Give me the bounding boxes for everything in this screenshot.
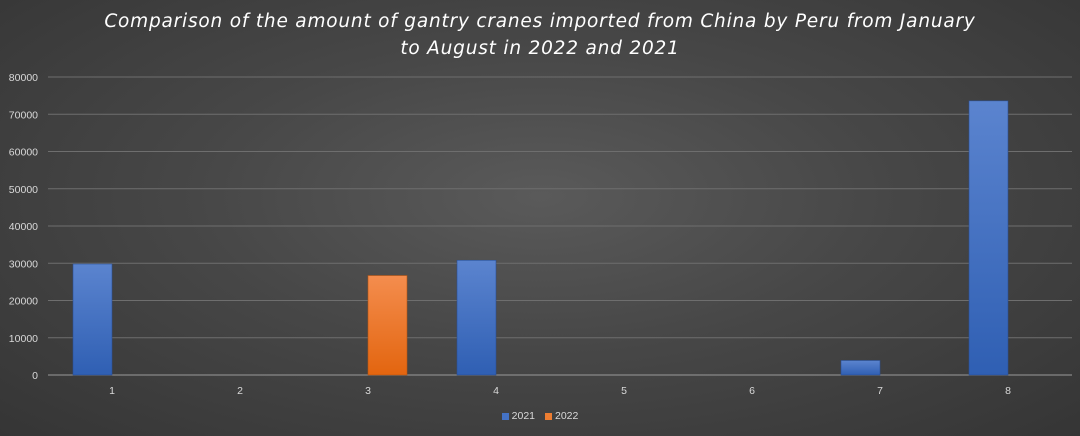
x-tick-label: 7 (877, 385, 883, 397)
legend-label-2022: 2022 (555, 410, 579, 422)
y-tick-label: 20000 (9, 296, 38, 308)
x-tick-label: 6 (749, 385, 755, 397)
y-tick-label: 80000 (9, 72, 38, 84)
legend-item-2022: 2022 (545, 410, 578, 422)
bar-2021-7 (840, 360, 881, 376)
y-tick-label: 0 (32, 370, 38, 382)
chart-title-line-2: to August in 2022 and 2021 (400, 38, 680, 59)
x-tick-label: 4 (493, 385, 499, 397)
bar-2021-8 (968, 100, 1009, 376)
legend-label-2021: 2021 (511, 410, 535, 422)
legend-swatch-2022 (545, 412, 552, 420)
x-tick-label: 5 (621, 385, 627, 397)
bar-2021-4 (456, 259, 497, 376)
x-tick-label: 3 (365, 385, 371, 397)
bars (72, 100, 1009, 376)
y-axis-ticks: 0 10000 20000 30000 40000 50000 60000 70000 8000… (9, 72, 38, 382)
x-tick-label: 1 (109, 385, 115, 397)
y-tick-label: 10000 (9, 333, 38, 345)
y-tick-label: 30000 (9, 258, 38, 270)
y-tick-label: 70000 (9, 109, 38, 121)
bar-2021-1 (72, 263, 113, 376)
gridlines (48, 76, 1072, 376)
bar-2022-3 (367, 275, 408, 376)
legend: 2021 2022 (0, 410, 1080, 422)
chart-title-line-1: Comparison of the amount of gantry crane… (104, 11, 976, 32)
legend-swatch-2021 (501, 412, 509, 420)
x-tick-label: 8 (1005, 385, 1011, 397)
legend-item-2021: 2021 (501, 410, 535, 422)
chart-title: Comparison of the amount of gantry crane… (0, 8, 1080, 62)
x-axis-ticks: 1 2 3 4 5 6 7 8 (109, 385, 1011, 397)
x-tick-label: 2 (237, 385, 243, 397)
y-tick-label: 60000 (9, 147, 38, 159)
y-tick-label: 50000 (9, 184, 38, 196)
y-tick-label: 40000 (9, 221, 38, 233)
